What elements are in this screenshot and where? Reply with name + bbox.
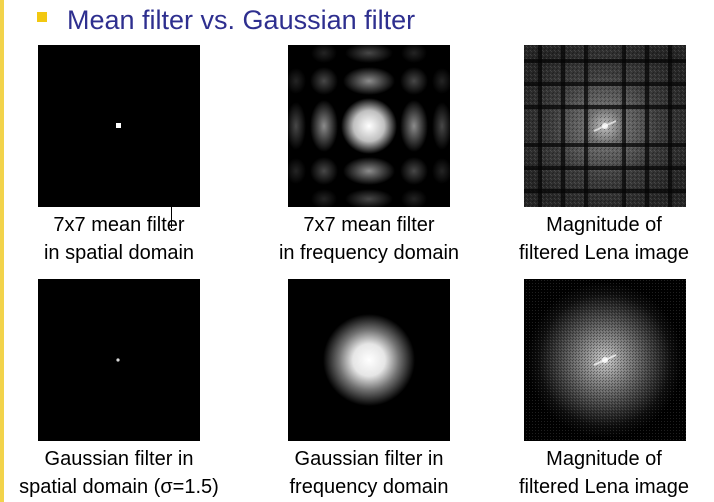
gaussian-filter-spatial-image xyxy=(38,279,200,441)
caption-line: 7x7 mean filter xyxy=(303,214,435,236)
caption-line: filtered Lena image xyxy=(518,476,690,498)
caption-line: Magnitude of xyxy=(546,214,662,236)
slide-header: Mean filter vs. Gaussian filter xyxy=(37,2,415,38)
caption-line: 7x7 mean filter xyxy=(53,214,185,236)
caption-mean-lena: Magnitude of filtered Lena image xyxy=(494,211,714,267)
gaussian-filter-frequency-image xyxy=(288,279,450,441)
mean-filter-spatial-image xyxy=(38,45,200,207)
mean-filtered-lena-magnitude-image xyxy=(524,45,686,207)
caption-gaussian-spatial: Gaussian filter in spatial domain (σ=1.5… xyxy=(9,445,229,501)
title-bullet-icon xyxy=(37,12,47,22)
caption-line: Gaussian filter in xyxy=(44,448,194,470)
gaussian-filtered-lena-magnitude-image xyxy=(524,279,686,441)
caption-line: filtered Lena image xyxy=(518,242,690,264)
caption-gaussian-lena: Magnitude of filtered Lena image xyxy=(494,445,714,501)
caption-gaussian-frequency: Gaussian filter in frequency domain xyxy=(259,445,479,501)
caption-line: in frequency domain xyxy=(278,242,460,264)
caption-line: frequency domain xyxy=(289,476,449,498)
slide-title: Mean filter vs. Gaussian filter xyxy=(67,4,416,35)
caption-line: Magnitude of xyxy=(546,448,662,470)
text-cursor xyxy=(171,204,172,228)
caption-line: spatial domain (σ=1.5) xyxy=(19,476,219,498)
slide-accent-bar xyxy=(0,0,4,502)
caption-line: Gaussian filter in xyxy=(294,448,444,470)
caption-mean-spatial: 7x7 mean filter in spatial domain xyxy=(9,211,229,267)
caption-mean-frequency: 7x7 mean filter in frequency domain xyxy=(259,211,479,267)
caption-line: in spatial domain xyxy=(43,242,195,264)
mean-filter-frequency-image xyxy=(288,45,450,207)
